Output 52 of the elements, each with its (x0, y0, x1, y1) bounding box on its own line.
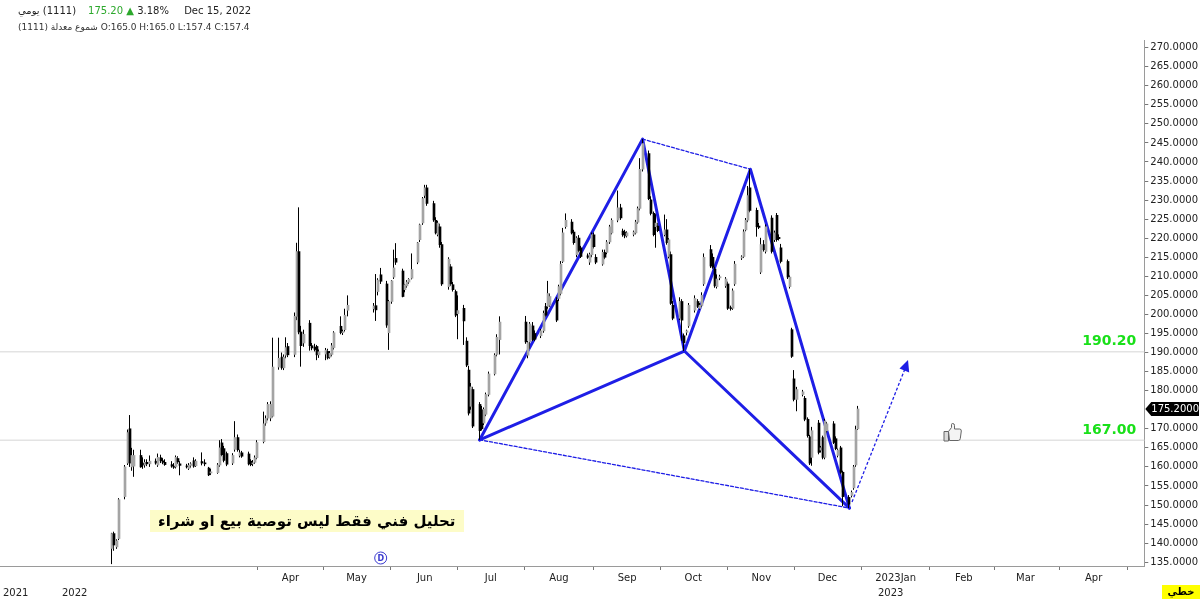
x-tick-label: Jun (415, 571, 433, 583)
y-tick-label: 135.0000 (1150, 555, 1198, 567)
text: 175.2000 (1151, 403, 1199, 415)
y-tick-label: 215.0000 (1150, 250, 1198, 262)
ref-line-label: 190.20 (1082, 332, 1137, 349)
x-tick-label: 2023Jan (875, 571, 917, 583)
y-tick-label: 270.0000 (1150, 41, 1198, 53)
x-tick-label: Feb (954, 571, 973, 583)
y-tick-label: 260.0000 (1150, 79, 1198, 91)
x-tick-label: Sep (617, 571, 637, 583)
y-tick-label: 155.0000 (1150, 479, 1198, 491)
ref-line-label: 167.00 (1082, 420, 1137, 437)
y-tick-label: 235.0000 (1150, 174, 1198, 186)
chart-title: (1111) يومي (18, 5, 77, 16)
x-tick-label: Jul (483, 571, 497, 583)
y-tick-label: 225.0000 (1150, 212, 1198, 224)
y-tick-label: 190.0000 (1150, 346, 1198, 358)
y-tick-label: 230.0000 (1150, 193, 1198, 205)
y-tick-label: 255.0000 (1150, 98, 1198, 110)
y-tick-label: 220.0000 (1150, 231, 1198, 243)
y-tick-label: 245.0000 (1150, 136, 1198, 148)
annotation: D (377, 553, 385, 563)
x-tick-label: Apr (281, 571, 300, 583)
y-tick-label: 180.0000 (1150, 384, 1198, 396)
y-tick-label: 210.0000 (1150, 269, 1198, 281)
text: 2021 (3, 587, 29, 598)
y-tick-label: 200.0000 (1150, 308, 1198, 320)
y-tick-label: 165.0000 (1150, 441, 1198, 453)
x-tick-label: Apr (1085, 571, 1104, 583)
x-tick-label: May (346, 571, 367, 583)
y-tick-label: 160.0000 (1150, 460, 1198, 472)
y-tick-label: 150.0000 (1150, 498, 1198, 510)
text: 175.20 ▲ 3.18% Dec 15, 2022 (88, 5, 252, 16)
x-tick-label: Oct (684, 571, 702, 583)
annotation: تحليل فني فقط ليس توصية بيع او شراء (150, 510, 464, 532)
x-tick-label: Mar (1016, 571, 1036, 583)
x-tick-label: Aug (549, 571, 569, 583)
text: شموع معدلة (1111) O:165.0 H:165.0 L:157.4 C:157.4 (18, 22, 250, 32)
y-tick-label: 195.0000 (1150, 327, 1198, 339)
y-tick-label: 140.0000 (1150, 536, 1198, 548)
y-tick-label: 240.0000 (1150, 155, 1198, 167)
y-tick-label: 265.0000 (1150, 60, 1198, 72)
y-tick-label: 145.0000 (1150, 517, 1198, 529)
text: 2023 (878, 587, 904, 598)
y-tick-label: 170.0000 (1150, 422, 1198, 434)
x-tick-label: Nov (751, 571, 772, 583)
x-tick-label: Dec (817, 571, 838, 583)
y-tick-label: 250.0000 (1150, 117, 1198, 129)
y-tick-label: 205.0000 (1150, 288, 1198, 300)
text: خطي (1162, 585, 1200, 599)
text: 2022 (62, 587, 88, 598)
y-tick-label: 185.0000 (1150, 365, 1198, 377)
